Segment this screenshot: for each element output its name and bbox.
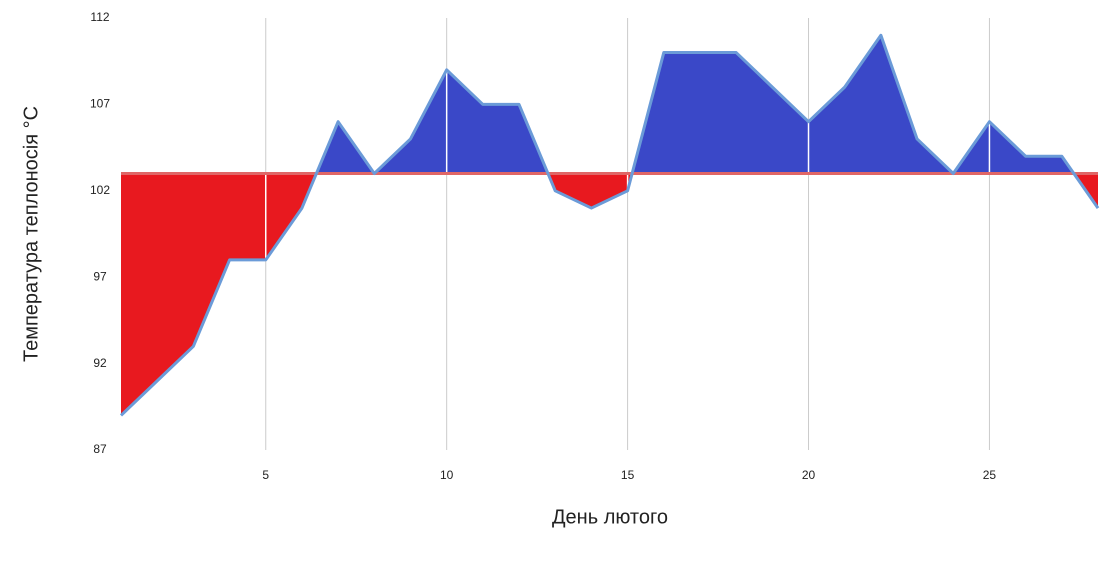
x-tick-label: 25 [983,468,997,482]
area-above [121,35,1098,174]
x-tick-label: 10 [440,468,454,482]
y-tick-label: 112 [90,10,109,24]
x-tick-label: 20 [802,468,816,482]
y-tick-label: 102 [90,183,110,197]
y-tick-label: 92 [93,356,107,370]
y-tick-label: 107 [90,97,110,111]
y-tick-label: 97 [93,269,107,283]
area-below [121,173,1098,416]
x-tick-label: 5 [262,468,269,482]
y-tick-label: 87 [93,442,107,456]
x-tick-label: 15 [621,468,635,482]
x-axis-title: День лютого [552,506,668,528]
line [119,33,1100,417]
y-axis-title: Температура теплоносія °C [20,106,42,362]
